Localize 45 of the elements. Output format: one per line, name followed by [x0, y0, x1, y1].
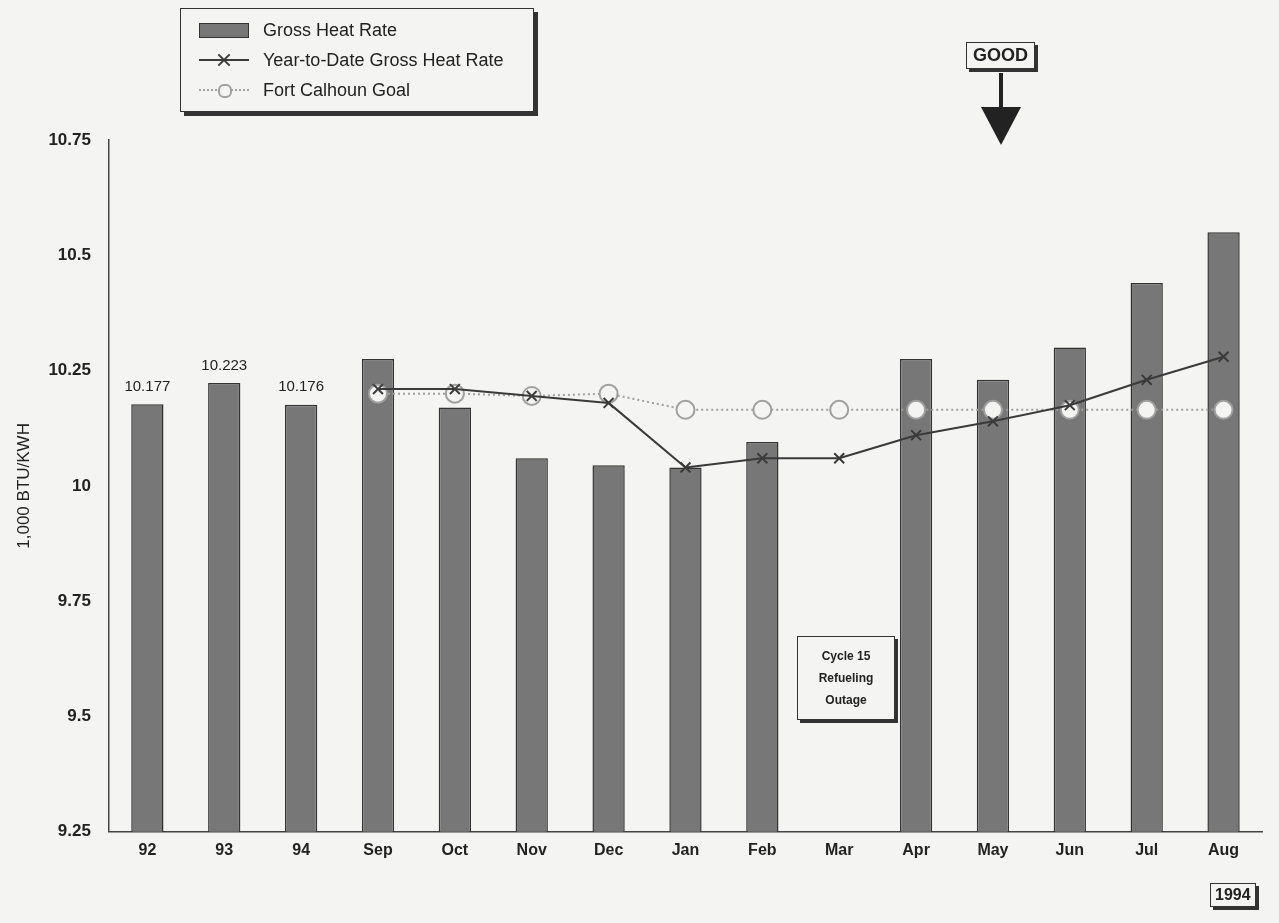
x-tick-label: Dec [593, 840, 624, 858]
x-tick-label: 93 [215, 840, 234, 858]
x-tick-label: Aug [1208, 840, 1240, 858]
point [1140, 373, 1153, 386]
note-box: Cycle 15 Refueling Outage [797, 636, 895, 720]
legend-label: Gross Heat Rate [263, 19, 398, 41]
point [910, 429, 923, 442]
point [1213, 399, 1234, 420]
text: GOOD [966, 42, 1036, 69]
point [987, 415, 999, 428]
x-tick-label: Jan [671, 840, 700, 858]
x-tick-label: Nov [516, 840, 547, 858]
point [1217, 350, 1230, 363]
y-tick-label: 9.25 [57, 821, 91, 841]
y-tick-label: 10.5 [57, 244, 91, 264]
point [829, 399, 850, 420]
point [906, 399, 927, 420]
x-tick-label: Oct [441, 840, 469, 858]
x-tick-label: Sep [363, 840, 393, 858]
x-tick-label: Jun [1055, 840, 1085, 858]
x-tick-label: May [977, 840, 1009, 858]
y-tick-label: 9.5 [67, 706, 91, 726]
y-axis-title: 1,000 BTU/KWH [13, 423, 33, 549]
y-tick-label: 10 [72, 475, 91, 495]
point [982, 399, 1003, 420]
data-label: 10.177 [124, 376, 171, 394]
y-tick-label: 10.25 [48, 360, 91, 380]
x-tick-label: 92 [138, 840, 157, 858]
point [602, 396, 615, 409]
point [756, 452, 769, 465]
legend-label: Fort Calhoun Goal [263, 79, 411, 101]
data-label: 10.176 [278, 377, 325, 395]
x-tick-label: Apr [902, 840, 930, 858]
y-tick-label: 10.75 [48, 129, 91, 149]
data-label: 10.223 [201, 355, 248, 373]
point [833, 452, 846, 465]
y-tick-label: 9.75 [57, 590, 91, 610]
text: 1994 [1210, 883, 1256, 907]
point [1136, 399, 1157, 420]
x-tick-label: Feb [748, 840, 777, 858]
x-tick-label: 94 [292, 840, 311, 858]
point [679, 461, 692, 474]
x-tick-label: Jul [1135, 840, 1159, 858]
legend-label: Year-to-Date Gross Heat Rate [263, 49, 504, 71]
x-tick-label: Mar [824, 840, 854, 858]
